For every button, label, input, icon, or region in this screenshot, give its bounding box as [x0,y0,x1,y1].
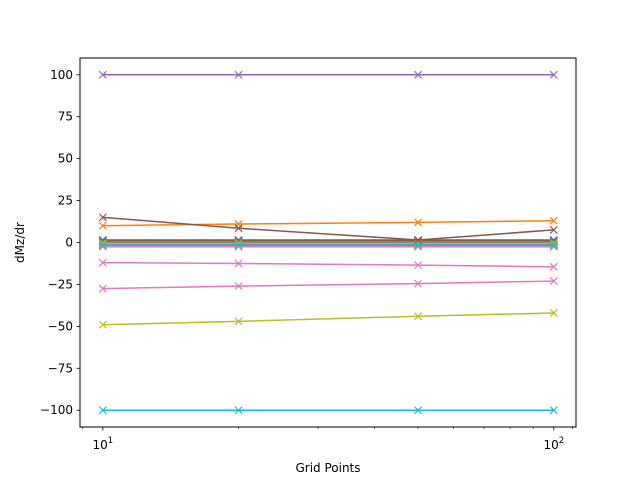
data-point-x-marker [98,240,107,250]
series-14 [98,277,558,293]
data-point-x-marker [549,216,558,225]
series-13 [98,258,558,271]
data-point-x-marker [98,406,107,415]
series-16 [98,406,558,415]
data-point-x-marker [549,308,558,317]
series-17 [98,70,558,79]
series-line [102,219,554,227]
series-11 [98,216,558,230]
data-point-x-marker [234,282,243,291]
series-15 [98,308,558,329]
data-point-x-marker [414,218,423,227]
data-point-x-marker [98,213,107,222]
y-tick-label: 25 [58,194,73,208]
data-point-x-marker [549,262,558,271]
data-point-x-marker [414,279,423,288]
series-line [102,216,554,241]
y-tick-label: 0 [65,236,73,250]
data-point-x-marker [234,259,243,268]
data-point-x-marker [98,320,107,329]
series-12 [98,213,558,245]
data-point-x-marker [98,284,107,293]
y-tick-label: −100 [40,403,73,417]
plot-frame [79,57,577,428]
y-axis-label: dMz/dr [13,222,27,263]
data-point-x-marker [98,221,107,230]
data-point-x-marker [98,258,107,267]
data-point-x-marker [414,70,423,79]
data-point-x-marker [234,70,243,79]
data-point-x-marker [549,225,558,234]
series-layer [98,70,558,415]
data-point-x-marker [549,277,558,286]
data-point-x-marker [549,240,558,250]
data-point-x-marker [234,406,243,415]
y-tick-label: 50 [58,152,73,166]
data-point-x-marker [234,240,243,250]
data-point-x-marker [234,317,243,326]
y-tick-label: −25 [48,277,73,291]
data-point-x-marker [234,224,243,233]
series-line [102,312,554,326]
x-axis-label: Grid Points [295,461,360,475]
data-point-x-marker [414,406,423,415]
data-point-x-marker [414,312,423,321]
data-point-x-marker [414,235,423,245]
y-tick-label: 100 [50,68,73,82]
data-point-x-marker [549,70,558,79]
x-tick-label: 101 [92,436,113,452]
data-point-x-marker [414,261,423,270]
y-tick-label: 75 [58,110,73,124]
y-tick-label: −50 [48,319,73,333]
x-tick-label: 102 [543,436,564,452]
series-line [102,261,554,268]
data-point-x-marker [98,70,107,79]
series-line [102,280,554,290]
y-tick-label: −75 [48,361,73,375]
data-point-x-marker [549,406,558,415]
axes-layer: 100 75 50 25 0 −25 −50 −75 −100 101 102 [40,68,573,452]
